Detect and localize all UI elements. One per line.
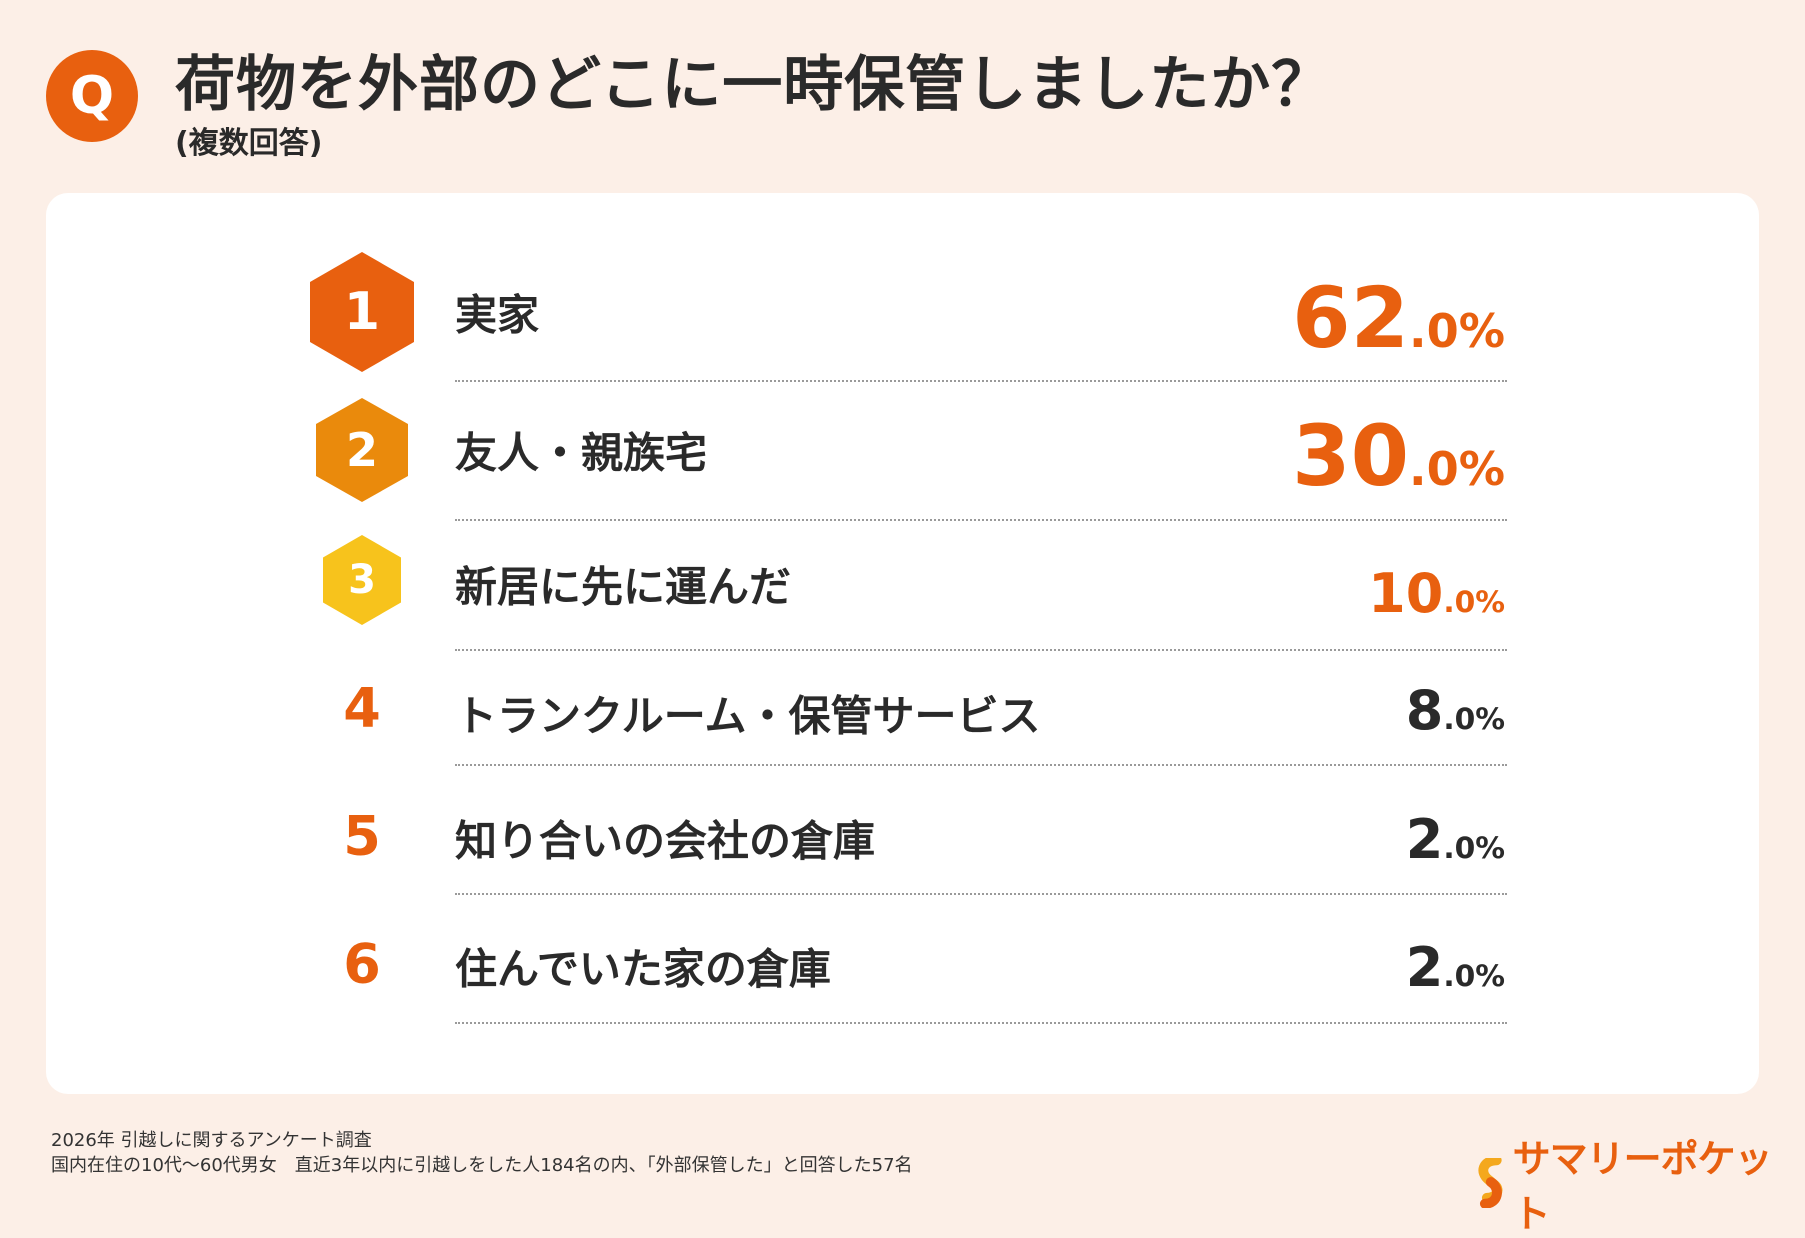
- value-decimal: .0%: [1443, 585, 1505, 620]
- rank-3-badge: 3: [323, 535, 401, 625]
- ranking-label: 住んでいた家の倉庫: [455, 944, 831, 994]
- brand-logo: サマリーポケット: [1475, 1128, 1805, 1238]
- page-title: 荷物を外部のどこに一時保管しましたか？: [175, 50, 1333, 120]
- ranking-value: 2.0%: [1406, 941, 1505, 995]
- row-divider: [455, 1022, 1507, 1024]
- ranking-value: 62.0%: [1292, 276, 1505, 360]
- logo-text: サマリーポケット: [1512, 1137, 1773, 1236]
- ranking-value: 30.0%: [1292, 414, 1505, 498]
- rank-1-badge: 1: [310, 252, 414, 372]
- q-badge: Q: [46, 50, 138, 142]
- value-decimal: .0%: [1409, 304, 1505, 358]
- ranking-label: トランクルーム・保管サービス: [455, 691, 1041, 741]
- row-divider: [455, 764, 1507, 766]
- survey-note-line1: 2026年 引越しに関するアンケート調査: [51, 1130, 372, 1151]
- logo-s-icon: [1478, 1158, 1503, 1208]
- rank-2-badge: 2: [316, 398, 408, 502]
- survey-note-line2: 国内在住の10代～60代男女 直近3年以内に引越しをした人184名の内、「外部保…: [51, 1155, 913, 1176]
- ranking-label: 知り合いの会社の倉庫: [455, 816, 876, 866]
- value-decimal: .0%: [1443, 702, 1505, 737]
- ranking-label: 友人・親族宅: [455, 428, 708, 478]
- row-divider: [455, 649, 1507, 651]
- value-integer: 2: [1405, 808, 1444, 871]
- value-integer: 2: [1405, 936, 1444, 999]
- value-integer: 30: [1292, 407, 1410, 505]
- value-decimal: .0%: [1443, 831, 1505, 866]
- ranking-value: 10.0%: [1368, 567, 1505, 621]
- row-divider: [455, 519, 1507, 521]
- value-integer: 8: [1405, 679, 1444, 742]
- ranking-value: 8.0%: [1406, 684, 1505, 738]
- rank-6-number: 6: [343, 932, 381, 996]
- value-integer: 62: [1292, 269, 1410, 367]
- row-divider: [455, 893, 1507, 895]
- rank-4-number: 4: [343, 676, 381, 740]
- rank-5-number: 5: [343, 804, 381, 868]
- page-subtitle: (複数回答): [175, 126, 323, 161]
- ranking-label: 新居に先に運んだ: [455, 562, 792, 612]
- value-decimal: .0%: [1409, 442, 1505, 496]
- row-divider: [455, 380, 1507, 382]
- value-decimal: .0%: [1443, 959, 1505, 994]
- value-integer: 10: [1368, 562, 1444, 625]
- ranking-value: 2.0%: [1406, 813, 1505, 867]
- ranking-label: 実家: [455, 290, 540, 340]
